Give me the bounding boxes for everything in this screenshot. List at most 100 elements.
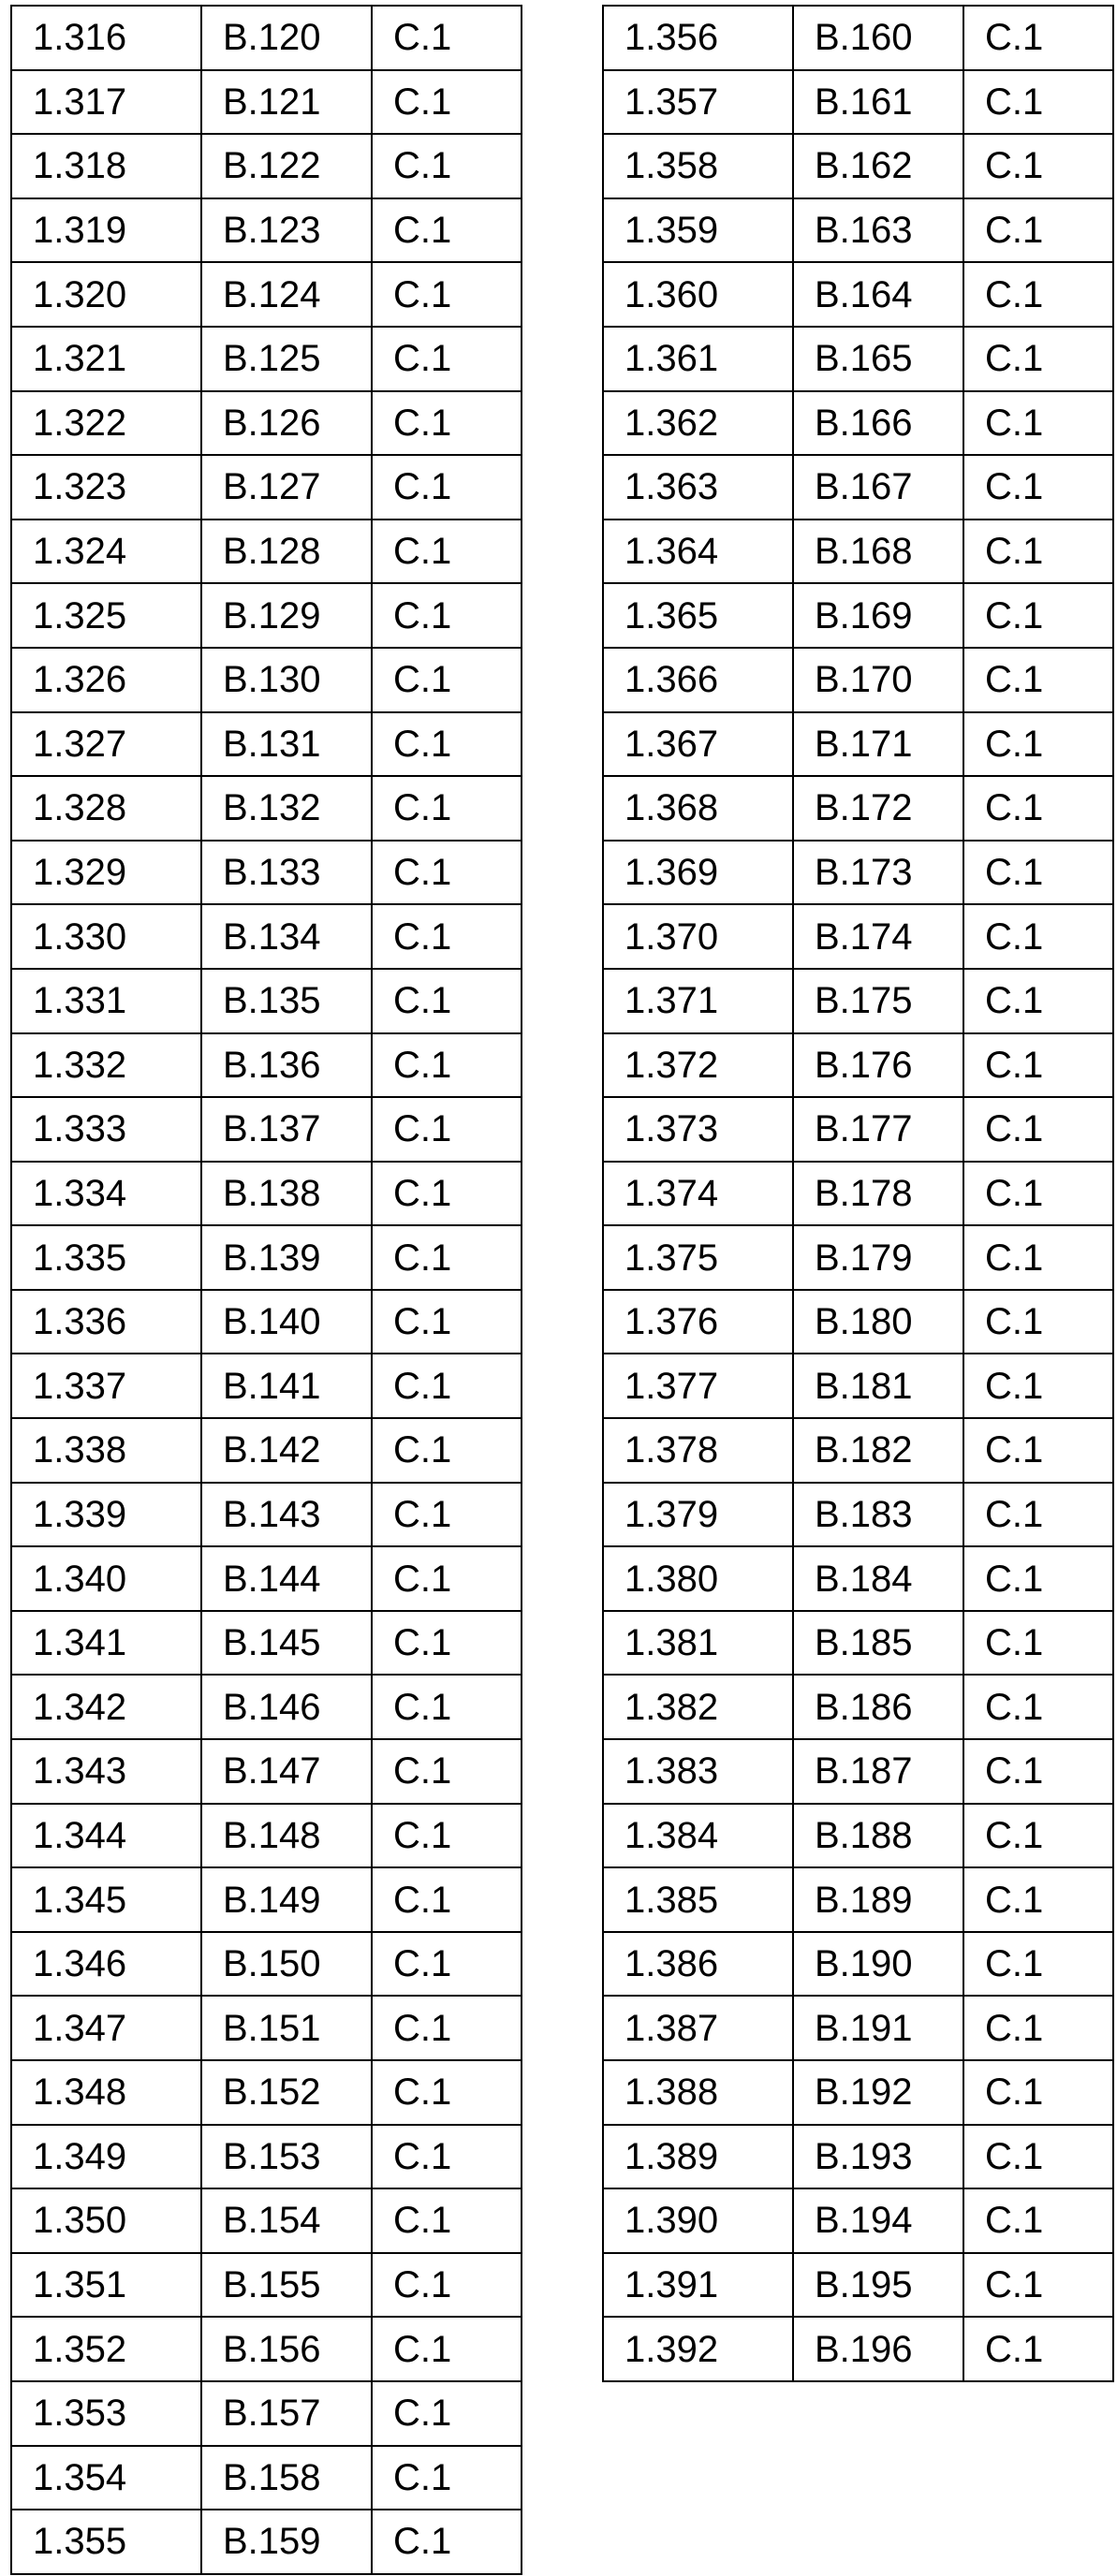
- c-code-cell: C.1: [963, 391, 1113, 456]
- table-row: 1.389B.193C.1: [603, 2125, 1113, 2189]
- b-code-cell: B.181: [793, 1354, 963, 1418]
- item-number-cell: 1.364: [603, 520, 793, 584]
- table-row: 1.363B.167C.1: [603, 455, 1113, 520]
- left-table: 1.316B.120C.11.317B.121C.11.318B.122C.11…: [10, 5, 522, 2575]
- item-number-cell: 1.351: [11, 2253, 201, 2318]
- item-number-cell: 1.374: [603, 1162, 793, 1226]
- table-row: 1.334B.138C.1: [11, 1162, 522, 1226]
- table-row: 1.365B.169C.1: [603, 583, 1113, 648]
- c-code-cell: C.1: [963, 70, 1113, 135]
- b-code-cell: B.186: [793, 1675, 963, 1739]
- item-number-cell: 1.325: [11, 583, 201, 648]
- table-row: 1.367B.171C.1: [603, 712, 1113, 777]
- c-code-cell: C.1: [963, 262, 1113, 327]
- table-row: 1.351B.155C.1: [11, 2253, 522, 2318]
- table-row: 1.361B.165C.1: [603, 327, 1113, 391]
- item-number-cell: 1.347: [11, 1996, 201, 2060]
- item-number-cell: 1.362: [603, 391, 793, 456]
- table-row: 1.379B.183C.1: [603, 1483, 1113, 1547]
- c-code-cell: C.1: [963, 2060, 1113, 2125]
- b-code-cell: B.172: [793, 776, 963, 841]
- b-code-cell: B.169: [793, 583, 963, 648]
- item-number-cell: 1.366: [603, 648, 793, 712]
- table-row: 1.388B.192C.1: [603, 2060, 1113, 2125]
- c-code-cell: C.1: [963, 2317, 1113, 2381]
- c-code-cell: C.1: [963, 1033, 1113, 1098]
- item-number-cell: 1.321: [11, 327, 201, 391]
- table-row: 1.368B.172C.1: [603, 776, 1113, 841]
- b-code-cell: B.184: [793, 1546, 963, 1611]
- b-code-cell: B.130: [201, 648, 372, 712]
- c-code-cell: C.1: [372, 904, 522, 969]
- c-code-cell: C.1: [372, 2446, 522, 2510]
- table-row: 1.319B.123C.1: [11, 198, 522, 263]
- item-number-cell: 1.389: [603, 2125, 793, 2189]
- c-code-cell: C.1: [372, 2253, 522, 2318]
- table-row: 1.366B.170C.1: [603, 648, 1113, 712]
- c-code-cell: C.1: [963, 1418, 1113, 1483]
- c-code-cell: C.1: [963, 712, 1113, 777]
- table-row: 1.376B.180C.1: [603, 1290, 1113, 1354]
- item-number-cell: 1.335: [11, 1225, 201, 1290]
- b-code-cell: B.163: [793, 198, 963, 263]
- c-code-cell: C.1: [372, 2125, 522, 2189]
- c-code-cell: C.1: [963, 1290, 1113, 1354]
- right-table: 1.356B.160C.11.357B.161C.11.358B.162C.11…: [602, 5, 1114, 2382]
- item-number-cell: 1.358: [603, 134, 793, 198]
- b-code-cell: B.157: [201, 2381, 372, 2446]
- item-number-cell: 1.346: [11, 1932, 201, 1997]
- b-code-cell: B.145: [201, 1611, 372, 1676]
- table-row: 1.317B.121C.1: [11, 70, 522, 135]
- b-code-cell: B.195: [793, 2253, 963, 2318]
- b-code-cell: B.193: [793, 2125, 963, 2189]
- b-code-cell: B.131: [201, 712, 372, 777]
- item-number-cell: 1.342: [11, 1675, 201, 1739]
- b-code-cell: B.175: [793, 969, 963, 1033]
- b-code-cell: B.190: [793, 1932, 963, 1997]
- item-number-cell: 1.355: [11, 2510, 201, 2574]
- table-row: 1.383B.187C.1: [603, 1739, 1113, 1804]
- item-number-cell: 1.340: [11, 1546, 201, 1611]
- table-row: 1.385B.189C.1: [603, 1867, 1113, 1932]
- c-code-cell: C.1: [963, 2253, 1113, 2318]
- b-code-cell: B.120: [201, 6, 372, 70]
- table-row: 1.377B.181C.1: [603, 1354, 1113, 1418]
- c-code-cell: C.1: [372, 2381, 522, 2446]
- c-code-cell: C.1: [372, 520, 522, 584]
- table-row: 1.350B.154C.1: [11, 2188, 522, 2253]
- c-code-cell: C.1: [963, 1739, 1113, 1804]
- table-row: 1.372B.176C.1: [603, 1033, 1113, 1098]
- item-number-cell: 1.337: [11, 1354, 201, 1418]
- item-number-cell: 1.332: [11, 1033, 201, 1098]
- table-row: 1.382B.186C.1: [603, 1675, 1113, 1739]
- b-code-cell: B.189: [793, 1867, 963, 1932]
- b-code-cell: B.166: [793, 391, 963, 456]
- b-code-cell: B.160: [793, 6, 963, 70]
- b-code-cell: B.142: [201, 1418, 372, 1483]
- table-row: 1.370B.174C.1: [603, 904, 1113, 969]
- b-code-cell: B.188: [793, 1804, 963, 1868]
- c-code-cell: C.1: [372, 70, 522, 135]
- table-row: 1.381B.185C.1: [603, 1611, 1113, 1676]
- item-number-cell: 1.333: [11, 1097, 201, 1162]
- c-code-cell: C.1: [963, 1804, 1113, 1868]
- item-number-cell: 1.353: [11, 2381, 201, 2446]
- table-row: 1.332B.136C.1: [11, 1033, 522, 1098]
- table-row: 1.375B.179C.1: [603, 1225, 1113, 1290]
- b-code-cell: B.139: [201, 1225, 372, 1290]
- c-code-cell: C.1: [372, 1611, 522, 1676]
- item-number-cell: 1.383: [603, 1739, 793, 1804]
- c-code-cell: C.1: [372, 969, 522, 1033]
- c-code-cell: C.1: [372, 1033, 522, 1098]
- c-code-cell: C.1: [372, 198, 522, 263]
- table-row: 1.386B.190C.1: [603, 1932, 1113, 1997]
- item-number-cell: 1.375: [603, 1225, 793, 1290]
- c-code-cell: C.1: [372, 1097, 522, 1162]
- item-number-cell: 1.339: [11, 1483, 201, 1547]
- b-code-cell: B.150: [201, 1932, 372, 1997]
- table-row: 1.360B.164C.1: [603, 262, 1113, 327]
- table-row: 1.390B.194C.1: [603, 2188, 1113, 2253]
- item-number-cell: 1.359: [603, 198, 793, 263]
- c-code-cell: C.1: [963, 648, 1113, 712]
- c-code-cell: C.1: [372, 2060, 522, 2125]
